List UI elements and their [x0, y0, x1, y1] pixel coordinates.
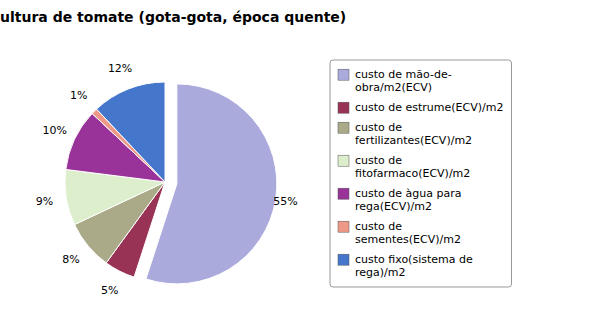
legend-label: custo defitofarmaco(ECV)/m2 [355, 154, 470, 180]
legend-label-line: custo de mão-de- [355, 68, 452, 81]
legend-label: custo de mão-de-obra/m2(ECV) [355, 68, 452, 94]
legend-swatch [338, 102, 349, 113]
data-label: 10% [42, 124, 66, 137]
legend-swatch [338, 122, 349, 133]
legend-label-line: fertilizantes(ECV)/m2 [355, 134, 472, 147]
data-labels: 55% 5% 8% 9% 10% 1% 12% [36, 62, 298, 297]
legend-label: custo de àgua pararega(ECV)/m2 [355, 187, 461, 213]
legend-item: custo defitofarmaco(ECV)/m2 [338, 154, 470, 180]
legend: custo de mão-de-obra/m2(ECV) custo de est… [330, 60, 511, 287]
legend-label-line: custo de àgua para [355, 187, 461, 200]
legend-label-line: sementes(ECV)/m2 [355, 233, 461, 246]
legend-frame [330, 60, 511, 287]
legend-swatch [338, 254, 349, 265]
legend-label-line: obra/m2(ECV) [355, 81, 432, 94]
legend-item: custo de mão-de-obra/m2(ECV) [338, 68, 452, 94]
data-label: 55% [273, 195, 297, 208]
data-label: 1% [70, 89, 87, 102]
legend-label-line: rega(ECV)/m2 [355, 200, 432, 213]
legend-label-line: custo de estrume(ECV)/m2 [355, 101, 503, 114]
legend-item: custo fixo(sistema derega)/m2 [338, 253, 473, 279]
legend-item: custo defertilizantes(ECV)/m2 [338, 121, 472, 147]
chart: Cultura de tomate (gota-gota, época quen… [0, 0, 599, 327]
legend-label-line: custo de [355, 220, 402, 233]
data-label: 5% [101, 284, 118, 297]
legend-label-line: custo de [355, 121, 402, 134]
data-label: 8% [62, 253, 79, 266]
title: Cultura de tomate (gota-gota, época quen… [0, 9, 346, 25]
legend-item: custo de àgua pararega(ECV)/m2 [338, 187, 461, 213]
pie [65, 82, 277, 284]
legend-label: custo de estrume(ECV)/m2 [355, 101, 503, 114]
legend-swatch [338, 221, 349, 232]
slice [97, 82, 165, 182]
legend-swatch [338, 69, 349, 80]
legend-label-line: custo fixo(sistema de [355, 253, 473, 266]
legend-swatch [338, 155, 349, 166]
legend-label-line: custo de [355, 154, 402, 167]
legend-item: custo desementes(ECV)/m2 [338, 220, 461, 246]
legend-swatch [338, 188, 349, 199]
legend-label: custo fixo(sistema derega)/m2 [355, 253, 473, 279]
legend-item: custo de estrume(ECV)/m2 [338, 101, 503, 114]
legend-label: custo defertilizantes(ECV)/m2 [355, 121, 472, 147]
data-label: 12% [108, 62, 132, 75]
legend-label: custo desementes(ECV)/m2 [355, 220, 461, 246]
slice [146, 84, 277, 284]
data-label: 9% [36, 195, 53, 208]
legend-label-line: fitofarmaco(ECV)/m2 [355, 167, 470, 180]
legend-label-line: rega)/m2 [355, 266, 405, 279]
